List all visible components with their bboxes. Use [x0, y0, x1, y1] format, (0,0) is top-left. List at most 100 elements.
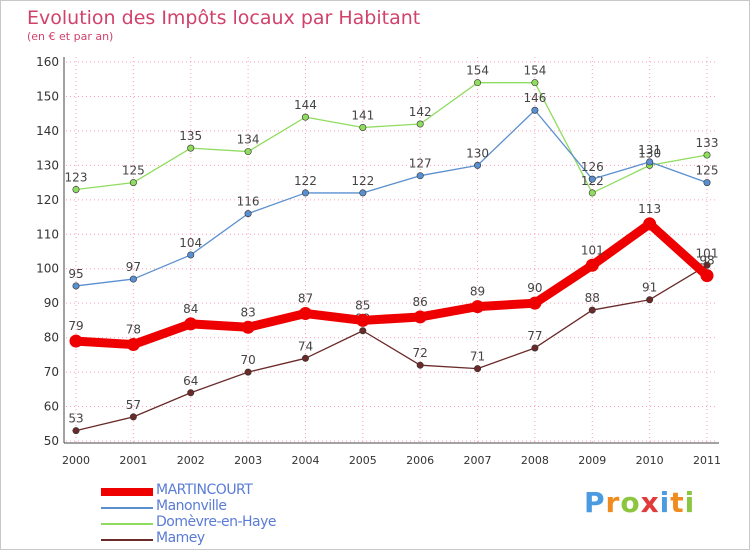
data-point-mamey [244, 368, 252, 376]
data-point-domevre-en-haye [72, 185, 80, 193]
data-label-martincourt: 90 [527, 281, 542, 295]
legend-label-manonville: Manonville [156, 498, 227, 514]
logo-letter: P [584, 486, 606, 519]
x-tick-label: 2010 [636, 454, 664, 467]
data-label-domevre-en-haye: 123 [65, 170, 88, 184]
data-label-domevre-en-haye: 130 [638, 146, 661, 160]
data-point-mamey [703, 261, 711, 269]
data-point-martincourt [471, 300, 485, 314]
data-point-martincourt [585, 258, 599, 272]
data-label-mamey: 64 [183, 374, 198, 388]
data-point-manonville [187, 251, 195, 259]
data-label-domevre-en-haye: 125 [122, 164, 145, 178]
data-point-mamey [416, 361, 424, 369]
x-tick-label: 2006 [406, 454, 434, 467]
series-line-domevre-en-haye [75, 82, 708, 194]
data-point-mamey [646, 296, 654, 304]
data-point-mamey [72, 427, 80, 435]
data-point-domevre-en-haye [474, 79, 482, 87]
data-point-martincourt [413, 310, 427, 324]
x-tick-label: 2007 [464, 454, 492, 467]
y-tick-label: 160 [36, 55, 59, 69]
x-tick-label: 2004 [291, 454, 319, 467]
y-tick-label: 100 [36, 262, 59, 276]
series-line-mamey [75, 264, 708, 432]
data-point-mamey [129, 413, 137, 421]
logo-letter: o [620, 486, 641, 519]
data-point-manonville [244, 210, 252, 218]
y-tick-label: 80 [44, 331, 59, 345]
x-tick-label: 2002 [177, 454, 205, 467]
data-point-manonville [72, 282, 80, 290]
logo-letter: i [684, 486, 696, 519]
data-point-martincourt [69, 334, 83, 348]
data-label-martincourt: 89 [470, 285, 485, 299]
data-label-martincourt: 87 [298, 292, 313, 306]
data-point-domevre-en-haye [244, 148, 252, 156]
data-label-martincourt: 84 [183, 302, 198, 316]
data-label-mamey: 70 [240, 353, 255, 367]
data-label-martincourt: 79 [68, 319, 83, 333]
x-tick-label: 2001 [119, 454, 147, 467]
x-tick-label: 2008 [521, 454, 549, 467]
legend-swatch-mamey [101, 539, 153, 541]
chart-subtitle: (en € et par an) [27, 30, 114, 43]
data-label-domevre-en-haye: 141 [351, 108, 374, 122]
y-tick-label: 50 [44, 434, 59, 448]
x-tick-label: 2011 [693, 454, 721, 467]
data-point-mamey [187, 389, 195, 397]
data-label-manonville: 127 [409, 157, 432, 171]
data-label-martincourt: 86 [413, 295, 428, 309]
data-label-mamey: 88 [585, 291, 600, 305]
data-point-martincourt [298, 307, 312, 321]
data-label-domevre-en-haye: 134 [237, 133, 260, 147]
data-label-manonville: 97 [126, 260, 141, 274]
y-tick-label: 130 [36, 158, 59, 172]
proxiti-logo: Proxiti [584, 486, 695, 519]
data-label-manonville: 122 [294, 174, 317, 188]
data-label-domevre-en-haye: 154 [466, 64, 489, 78]
data-label-mamey: 101 [696, 246, 719, 260]
y-tick-label: 120 [36, 193, 59, 207]
data-point-martincourt [528, 296, 542, 310]
data-label-manonville: 104 [179, 236, 202, 250]
data-label-martincourt: 113 [638, 202, 661, 216]
data-point-mamey [531, 344, 539, 352]
data-point-manonville [703, 179, 711, 187]
data-label-manonville: 146 [523, 91, 546, 105]
data-point-martincourt [126, 338, 140, 352]
x-tick-label: 2003 [234, 454, 262, 467]
data-label-martincourt: 85 [355, 298, 370, 312]
data-point-domevre-en-haye [187, 144, 195, 152]
data-label-martincourt: 78 [126, 323, 141, 337]
data-point-domevre-en-haye [416, 120, 424, 128]
data-label-domevre-en-haye: 135 [179, 129, 202, 143]
legend-label-martincourt: MARTINCOURT [156, 482, 253, 498]
data-point-manonville [531, 106, 539, 114]
data-point-domevre-en-haye [703, 151, 711, 159]
y-tick-label: 140 [36, 124, 59, 138]
legend-swatch-domevre [101, 523, 153, 525]
data-point-domevre-en-haye [588, 189, 596, 197]
data-label-mamey: 57 [126, 398, 141, 412]
data-label-manonville: 95 [68, 267, 83, 281]
data-label-martincourt: 101 [581, 243, 604, 257]
logo-letter: i [659, 486, 671, 519]
data-label-manonville: 125 [696, 164, 719, 178]
data-label-mamey: 71 [470, 350, 485, 364]
y-tick-label: 150 [36, 89, 59, 103]
logo-letter: x [640, 486, 660, 519]
data-point-mamey [474, 365, 482, 373]
data-point-mamey [359, 327, 367, 335]
y-tick-label: 90 [44, 296, 59, 310]
data-point-manonville [301, 189, 309, 197]
data-point-manonville [129, 275, 137, 283]
data-label-domevre-en-haye: 133 [696, 136, 719, 150]
data-point-martincourt [700, 269, 714, 283]
x-tick-label: 2000 [62, 454, 90, 467]
data-point-manonville [646, 158, 654, 166]
logo-letter: t [670, 486, 685, 519]
data-point-martincourt [184, 317, 198, 331]
